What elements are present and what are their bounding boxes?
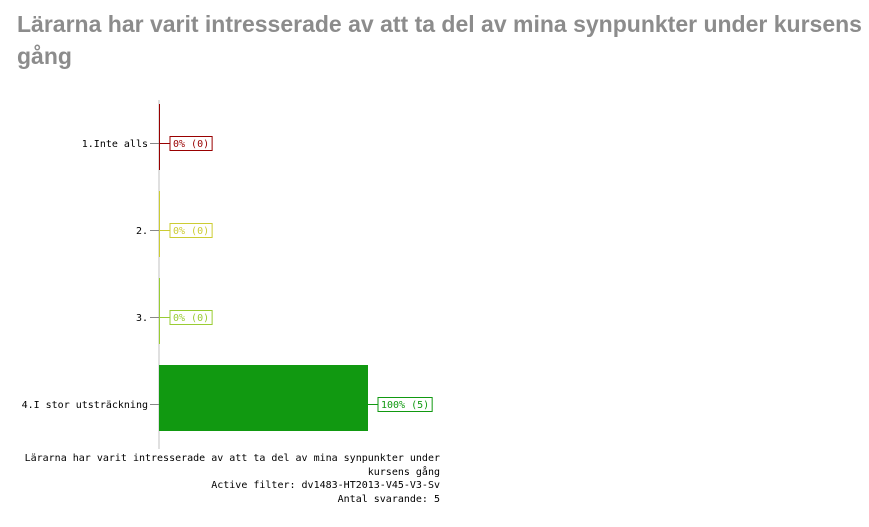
data-label-1: 0% (0)	[173, 139, 209, 150]
data-label-4: 100% (5)	[381, 400, 429, 411]
data-label-box-3	[169, 310, 213, 325]
chart-caption-line-1: Lärarna har varit intresserade av att ta…	[24, 453, 440, 464]
data-label-box-4	[377, 397, 433, 412]
category-label-3: 3.	[136, 313, 148, 324]
bar-3	[159, 278, 160, 344]
category-label-4: 4.I stor utsträckning	[22, 400, 148, 411]
page-title: Lärarna har varit intresserade av att ta…	[17, 11, 862, 69]
active-filter: Active filter: dv1483-HT2013-V45-V3-Sv	[211, 480, 440, 491]
chart-footer: Lärarna har varit intresserade av att ta…	[0, 452, 440, 506]
bar-2	[159, 191, 160, 257]
category-label-1: 1.Inte alls	[82, 139, 148, 150]
data-label-box-1	[169, 136, 213, 151]
bar-1	[159, 104, 160, 170]
data-label-3: 0% (0)	[173, 313, 209, 324]
bar-4	[159, 365, 368, 431]
data-label-2: 0% (0)	[173, 226, 209, 237]
category-label-2: 2.	[136, 226, 148, 237]
chart-caption-line-2: kursens gång	[367, 466, 440, 478]
respondent-count: Antal svarande: 5	[337, 493, 440, 505]
data-label-box-2	[169, 223, 213, 238]
